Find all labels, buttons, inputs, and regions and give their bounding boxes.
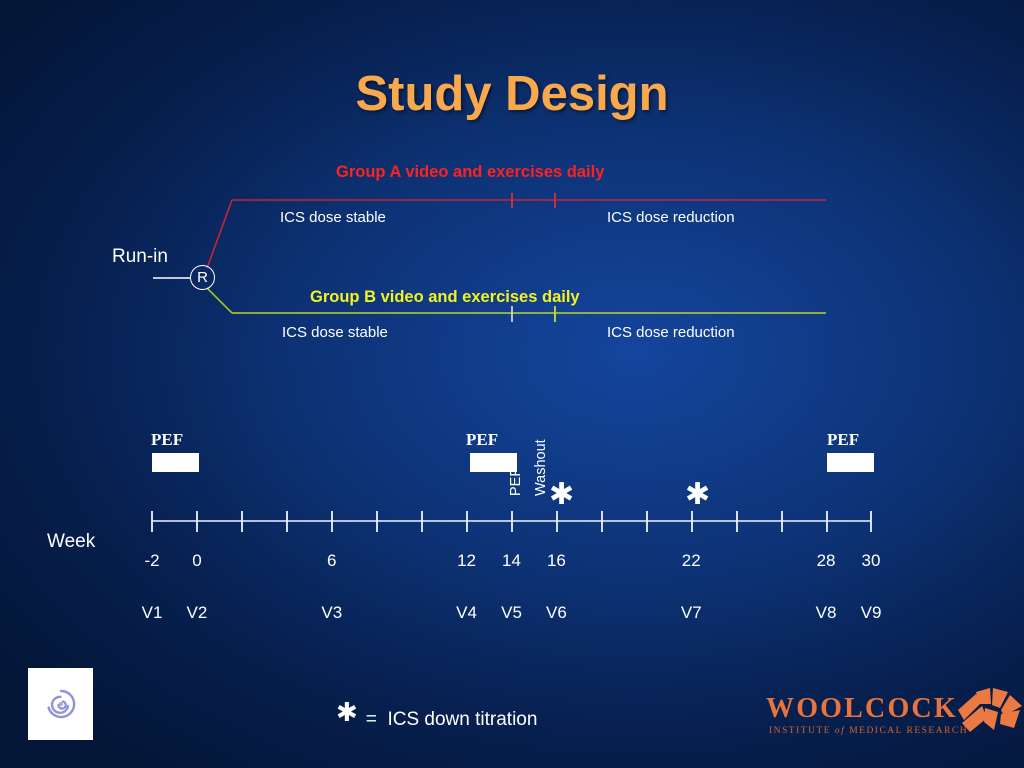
woolcock-tagline: INSTITUTE of MEDICAL RESEARCH [769, 726, 968, 736]
page-title: Study Design [355, 67, 669, 121]
group-a-title: Group A video and exercises daily [336, 163, 605, 181]
legend-equals: = [365, 709, 377, 730]
week-tick-label: 0 [192, 551, 202, 570]
group-b-diagonal [206, 287, 233, 314]
timeline-axis-label: Week [47, 531, 96, 552]
woolcock-wordmark: WOOLCOCK [766, 693, 958, 724]
week-tick-label: 16 [546, 551, 566, 570]
visit-label: V6 [546, 603, 567, 622]
spiral-center [58, 701, 63, 707]
visit-label: V3 [321, 603, 343, 622]
woolcock-logo: WOOLCOCK INSTITUTE of MEDICAL RESEARCH [766, 688, 1022, 752]
woolcock-tagline-1: INSTITUTE [769, 726, 832, 736]
spiral-icon [46, 689, 75, 719]
group-a-phase-stable: ICS dose stable [280, 209, 386, 226]
week-tick-label: 14 [502, 551, 521, 570]
week-tick-label: -2 [144, 551, 160, 570]
week-tick-label: 22 [681, 551, 701, 570]
woolcock-tagline-2: MEDICAL RESEARCH [849, 726, 969, 736]
run-in-label: Run-in [112, 246, 168, 267]
asterisk-week-16: ✱ [549, 478, 575, 511]
washout-vertical-label: Washout [533, 439, 549, 496]
spiral-logo [28, 668, 93, 740]
group-a-phase-reduction: ICS dose reduction [607, 209, 735, 226]
woolcock-tagline-of: of [834, 726, 846, 736]
legend-asterisk-icon: ✱ [336, 697, 358, 727]
legend: ✱ = ICS down titration [336, 697, 537, 731]
group-a-diagonal [206, 199, 233, 269]
woolcock-fan-icon [958, 688, 1022, 732]
pef-label-3: PEF [827, 430, 860, 449]
asterisk-week-22: ✱ [685, 478, 711, 511]
pef-bar-3 [827, 453, 874, 472]
week-tick-label: 28 [816, 551, 836, 570]
visit-label: V5 [501, 603, 522, 622]
week-tick-label: 30 [861, 551, 881, 570]
week-tick-label: 6 [327, 551, 337, 570]
pef-label-2: PEF [466, 430, 499, 449]
pef-bar-1 [152, 453, 199, 472]
pef-label-1: PEF [151, 430, 184, 449]
week-tick-label: 12 [457, 551, 477, 570]
visit-label: V9 [860, 603, 882, 622]
visit-label: V2 [186, 603, 208, 622]
pef-bar-2 [470, 453, 517, 472]
group-b-title: Group B video and exercises daily [310, 288, 580, 306]
group-b-phase-stable: ICS dose stable [282, 324, 388, 341]
randomization-marker: R [190, 265, 215, 290]
legend-text: ICS down titration [387, 709, 538, 730]
visit-label: V1 [141, 603, 163, 622]
visit-label: V7 [680, 603, 702, 622]
visit-label: V4 [456, 603, 477, 622]
pef-vertical-label: PEF [508, 467, 524, 496]
visit-label: V8 [815, 603, 837, 622]
timeline-ticks [151, 511, 872, 532]
group-b-phase-reduction: ICS dose reduction [607, 324, 735, 341]
